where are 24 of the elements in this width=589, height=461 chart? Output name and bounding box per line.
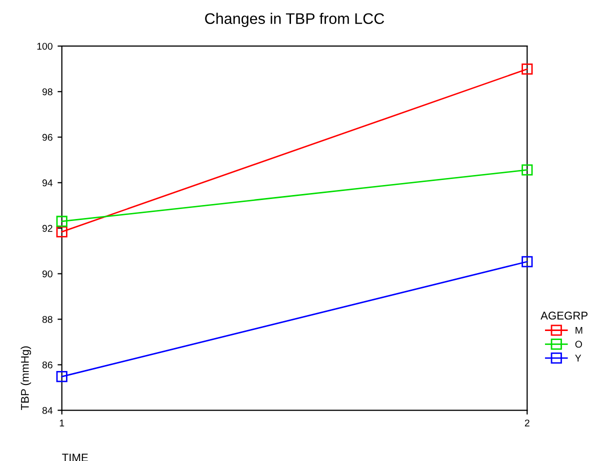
chart-title: Changes in TBP from LCC [205, 12, 384, 28]
legend-title: AGEGRP [540, 312, 588, 320]
y-tick-label: 96 [42, 134, 52, 141]
legend-label: Y [575, 354, 582, 362]
point [522, 64, 533, 75]
y-tick-label: 86 [42, 362, 52, 368]
legend-label: M [576, 326, 582, 334]
point [522, 256, 533, 268]
y-axis-title: TBP (mmHg) [20, 346, 32, 410]
point [56, 226, 68, 238]
x-axis-title: TIME [62, 454, 88, 461]
y-tick-label: 92 [42, 224, 52, 232]
y-tick-label: 94 [42, 179, 53, 186]
y-tick-label: 88 [42, 316, 52, 323]
point [56, 371, 68, 382]
y-tick-label: 98 [42, 88, 52, 96]
point [56, 216, 68, 227]
x-tick-label: 1 [60, 420, 64, 426]
y-tick-label: 100 [37, 42, 52, 50]
legend-label: O [575, 340, 582, 348]
point [522, 164, 533, 176]
y-tick-label: 84 [42, 407, 53, 414]
y-tick-label: 90 [42, 270, 52, 278]
x-tick-label: 2 [524, 420, 530, 426]
